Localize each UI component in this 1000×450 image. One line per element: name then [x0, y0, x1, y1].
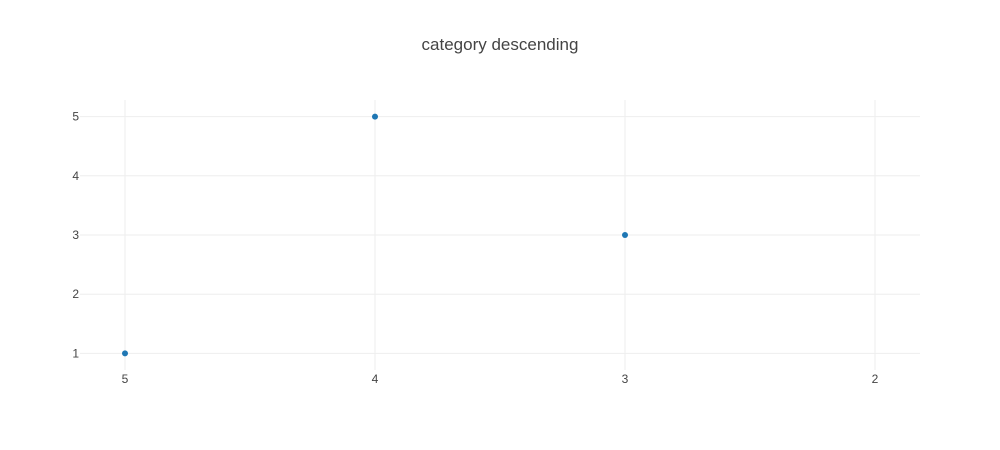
grid-layer	[80, 100, 920, 370]
tick-layer: 5 4 3 2 1 2 3 4 5	[72, 110, 878, 386]
x-tick-label-2: 2	[872, 372, 879, 386]
chart-title: category descending	[422, 35, 579, 54]
y-tick-label-1: 1	[72, 346, 79, 360]
marker-layer	[122, 113, 628, 357]
y-tick-label-4: 4	[72, 169, 79, 183]
x-tick-label-5: 5	[122, 372, 129, 386]
scatter-point-5-1	[122, 350, 128, 357]
y-tick-label-3: 3	[72, 228, 79, 242]
scatter-point-3-3	[622, 232, 628, 238]
x-tick-label-4: 4	[372, 372, 379, 386]
scatter-point-4-5	[372, 113, 378, 120]
y-tick-label-5: 5	[72, 110, 79, 124]
y-tick-label-2: 2	[72, 287, 79, 301]
x-tick-label-3: 3	[622, 372, 629, 386]
